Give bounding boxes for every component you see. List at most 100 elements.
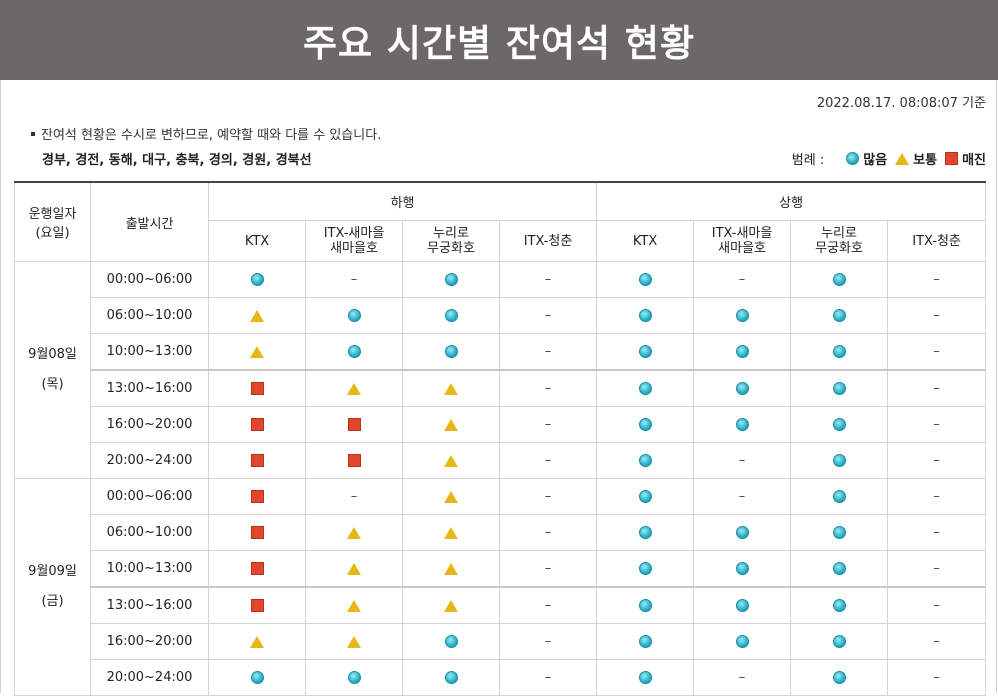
status-cell	[790, 442, 889, 479]
dash-icon	[545, 670, 552, 685]
status-cell	[887, 261, 987, 298]
status-cell	[596, 586, 695, 624]
table-row: 10:00~13:00	[15, 550, 987, 588]
status-cell	[208, 297, 306, 334]
table-row: 9월08일 (목) 00:00~06:00	[14, 261, 987, 479]
col-header-train: ITX-청춘	[498, 220, 598, 262]
square-icon	[945, 152, 959, 165]
circle-icon	[347, 345, 361, 358]
status-cell	[790, 478, 889, 515]
status-cell	[790, 623, 889, 660]
circle-icon	[638, 382, 652, 395]
circle-icon	[638, 526, 652, 539]
time-cell: 10:00~13:00	[90, 550, 209, 588]
status-cell	[887, 406, 987, 443]
status-cell	[693, 261, 792, 298]
status-cell	[208, 369, 306, 407]
dash-icon	[545, 561, 552, 576]
time-cell: 00:00~06:00	[90, 261, 209, 298]
circle-icon	[638, 490, 652, 503]
status-cell	[887, 659, 987, 696]
status-cell	[498, 442, 598, 479]
triangle-icon	[444, 526, 458, 539]
circle-icon	[638, 273, 652, 286]
status-cell	[693, 659, 792, 696]
status-cell	[402, 333, 500, 371]
dash-icon	[545, 453, 552, 468]
status-cell	[596, 406, 695, 443]
square-icon	[250, 599, 264, 612]
status-cell	[693, 550, 792, 588]
triangle-icon	[444, 490, 458, 503]
seat-table-body: 9월08일(목)00:00~06:0006:00~10:0010:00~13:0…	[14, 261, 987, 696]
dash-icon	[933, 670, 940, 685]
status-cell	[305, 478, 403, 515]
status-cell	[790, 659, 889, 696]
circle-icon	[832, 345, 846, 358]
circle-icon	[638, 309, 652, 322]
dash-icon	[933, 489, 940, 504]
triangle-icon	[444, 382, 458, 395]
legend-item-many: 많음	[846, 149, 887, 168]
weekday-label: (목)	[41, 377, 64, 392]
col-header-train: ITX-새마을 새마을호	[305, 220, 403, 262]
square-icon	[250, 526, 264, 539]
status-cell	[402, 369, 500, 407]
time-cell: 20:00~24:00	[90, 442, 209, 479]
dash-icon	[933, 453, 940, 468]
dash-icon	[933, 634, 940, 649]
legend-item-label: 보통	[913, 153, 938, 168]
update-timestamp: 2022.08.17. 08:08:07 기준	[816, 96, 986, 111]
col-header-up: 상행	[596, 181, 987, 221]
status-cell	[305, 406, 403, 443]
dash-icon	[351, 489, 358, 504]
status-cell	[305, 333, 403, 371]
status-cell	[596, 550, 695, 588]
status-cell	[498, 406, 598, 443]
status-cell	[305, 369, 403, 407]
circle-icon	[638, 599, 652, 612]
dash-icon	[933, 344, 940, 359]
weekday-label: (금)	[41, 594, 64, 609]
table-row: 20:00~24:00	[15, 659, 987, 696]
triangle-icon	[895, 152, 910, 165]
circle-icon	[444, 345, 458, 358]
triangle-icon	[347, 562, 361, 575]
status-cell	[402, 514, 500, 551]
status-cell	[887, 514, 987, 551]
notice-message: 잔여석 현황은 수시로 변하므로, 예약할 때와 다를 수 있습니다.	[41, 128, 382, 143]
legend-label: 범례 :	[791, 153, 825, 168]
seat-availability-table: 운행일자 (요일) 출발시간 하행 상행 KTX ITX-새마을 새마을호 누리…	[14, 181, 987, 696]
status-cell	[208, 406, 306, 443]
table-row: 9월09일 (금) 00:00~06:00	[14, 478, 987, 696]
legend-item-label: 매진	[962, 153, 986, 168]
status-cell	[887, 369, 987, 407]
circle-icon	[444, 671, 458, 684]
date-cell: 9월09일 (금)	[14, 478, 91, 696]
status-cell	[596, 514, 695, 551]
status-cell	[887, 623, 987, 660]
status-cell	[402, 550, 500, 588]
dash-icon	[933, 598, 940, 613]
status-cell	[498, 586, 598, 624]
status-cell	[498, 659, 598, 696]
dash-icon	[739, 670, 746, 685]
triangle-icon	[250, 635, 264, 648]
col-header-train: ITX-청춘	[887, 220, 987, 262]
status-cell	[596, 478, 695, 515]
table-row: 10:00~13:00	[15, 333, 987, 371]
circle-icon	[444, 273, 458, 286]
time-cell: 06:00~10:00	[90, 514, 209, 551]
bullet-icon	[31, 131, 35, 136]
status-cell	[498, 297, 598, 334]
table-row: 20:00~24:00	[15, 442, 987, 479]
time-cell: 00:00~06:00	[90, 478, 209, 515]
col-header-train: ITX-새마을 새마을호	[693, 220, 792, 262]
status-cell	[305, 659, 403, 696]
status-cell	[402, 586, 500, 624]
dash-icon	[545, 308, 552, 323]
square-icon	[347, 454, 361, 467]
dash-icon	[545, 417, 552, 432]
circle-icon	[735, 526, 749, 539]
